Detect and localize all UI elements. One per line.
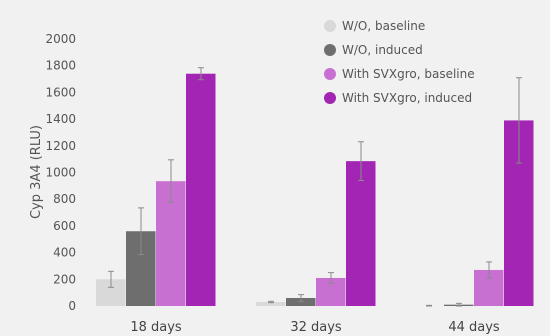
error-bar [138,207,144,256]
legend-label: W/O, induced [342,43,423,57]
legend-swatch [324,68,336,80]
legend-swatch [324,20,336,32]
y-tick-label: 0 [68,299,76,313]
bar [286,297,316,306]
legend-item: With SVXgro, induced [324,91,472,105]
bars [96,73,534,307]
y-tick-label: 1000 [45,166,76,180]
error-bar [268,300,274,304]
category-labels: 18 days 32 days 44 days [130,320,500,335]
error-bar [108,270,114,288]
legend-item: With SVXgro, baseline [324,67,475,81]
category-label: 32 days [290,320,342,335]
y-tick-label: 400 [53,246,76,260]
legend-swatch [324,44,336,56]
y-tick-label: 1600 [45,85,76,99]
y-tick-label: 600 [53,219,76,233]
error-bar [298,294,304,302]
legend-item: W/O, baseline [324,19,425,33]
y-tick-label: 1400 [45,112,76,126]
legend-item: W/O, induced [324,43,423,57]
bar [346,161,376,306]
error-bar [358,141,364,182]
legend-label: With SVXgro, baseline [342,67,475,81]
error-bar [516,77,522,164]
y-axis-ticks: 0 200 400 600 800 1000 1200 1400 1600 1800 2000 [45,32,76,313]
legend-label: W/O, baseline [342,19,425,33]
error-bar [456,302,462,307]
bar [256,301,286,306]
category-label: 44 days [448,320,500,335]
legend-swatch [324,92,336,104]
error-bar [198,67,204,81]
y-axis-title: Cyp 3A4 (RLU) [29,125,44,219]
category-label: 18 days [130,320,182,335]
error-bar [426,304,432,307]
bar [186,73,216,307]
error-bar [168,159,174,204]
y-tick-label: 2000 [45,32,76,46]
error-bar [486,261,492,279]
y-tick-label: 800 [53,192,76,206]
y-tick-label: 1800 [45,59,76,73]
error-bars [108,67,522,307]
legend-label: With SVXgro, induced [342,91,472,105]
error-bar [328,272,334,284]
legend: W/O, baseline W/O, induced With SVXgro, ba… [324,19,475,105]
y-tick-label: 1200 [45,139,76,153]
y-tick-label: 200 [53,272,76,286]
